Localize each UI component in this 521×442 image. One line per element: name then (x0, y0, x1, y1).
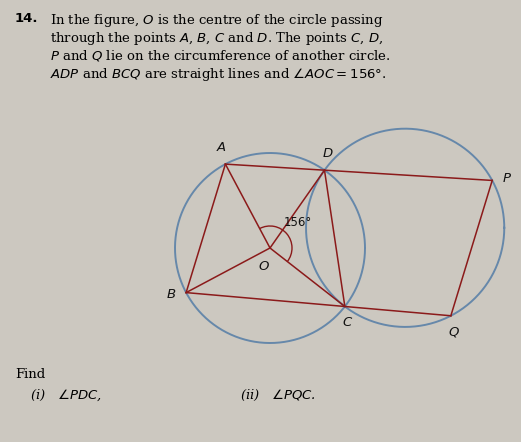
Text: (i)   $\angle PDC$,: (i) $\angle PDC$, (30, 388, 102, 404)
Text: Find: Find (15, 368, 45, 381)
Text: $P$ and $Q$ lie on the circumference of another circle.: $P$ and $Q$ lie on the circumference of … (50, 48, 391, 63)
Text: In the figure, $O$ is the centre of the circle passing: In the figure, $O$ is the centre of the … (50, 12, 383, 29)
Text: O: O (259, 260, 269, 273)
Text: D: D (322, 147, 332, 160)
Text: A: A (217, 141, 226, 154)
Text: 156°: 156° (284, 216, 312, 229)
Text: B: B (167, 288, 176, 301)
Text: 14.: 14. (15, 12, 39, 25)
Text: through the points $A$, $B$, $C$ and $D$. The points $C$, $D$,: through the points $A$, $B$, $C$ and $D$… (50, 30, 383, 47)
Text: (ii)   $\angle PQC$.: (ii) $\angle PQC$. (240, 388, 316, 403)
Text: P: P (502, 172, 510, 185)
Text: $ADP$ and $BCQ$ are straight lines and $\angle AOC = 156°$.: $ADP$ and $BCQ$ are straight lines and $… (50, 66, 387, 83)
Text: C: C (342, 316, 352, 329)
Text: Q: Q (449, 326, 459, 339)
